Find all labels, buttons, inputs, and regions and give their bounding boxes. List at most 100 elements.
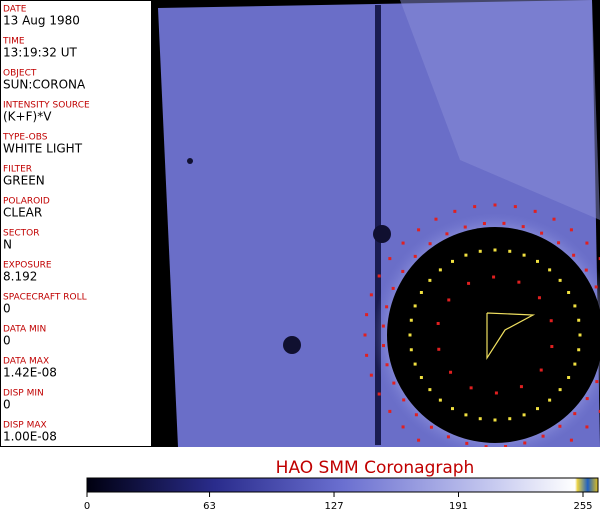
dot (595, 380, 599, 384)
dot (438, 268, 442, 272)
dot (522, 253, 526, 257)
dot (558, 388, 562, 392)
dot (536, 259, 539, 263)
dot (558, 278, 562, 282)
dot (377, 392, 381, 396)
dot (493, 203, 497, 207)
dot (521, 225, 525, 229)
dot (585, 425, 589, 429)
field-value: WHITE LIGHT (3, 142, 83, 156)
field-value: GREEN (3, 174, 45, 188)
field-value: 13:19:32 UT (3, 46, 77, 60)
dot (381, 324, 385, 328)
field-label: DATA MAX (3, 357, 49, 367)
dot (363, 333, 367, 337)
dot (414, 413, 418, 417)
dot (549, 319, 553, 323)
dot (577, 348, 581, 352)
dot (594, 285, 598, 289)
dot (473, 205, 477, 209)
dot (413, 362, 417, 366)
dot (382, 344, 386, 348)
dot (519, 385, 523, 389)
dot (409, 348, 413, 352)
grid-dots (363, 203, 600, 460)
dot (434, 449, 437, 452)
dot (533, 209, 537, 213)
dot (534, 457, 537, 460)
dot (463, 225, 467, 229)
dot (598, 257, 600, 261)
dot (523, 441, 527, 445)
dot (369, 373, 373, 377)
dot (522, 413, 526, 417)
field-label: DATE (3, 5, 27, 15)
field-value: SUN:CORONA (3, 78, 86, 92)
field-value: 1.00E-08 (3, 430, 57, 444)
dot (492, 275, 496, 279)
field-label: TYPE-OBS (2, 133, 48, 143)
dot (578, 333, 582, 337)
field-value: 0 (3, 398, 11, 412)
dot (438, 398, 442, 402)
dot (553, 449, 556, 452)
dot (437, 347, 441, 351)
image (152, 0, 600, 460)
dot (482, 222, 486, 226)
field-label: DATA MIN (3, 325, 46, 335)
field-label: DISP MAX (3, 421, 47, 431)
dot (493, 418, 497, 422)
dot (369, 293, 373, 297)
field-value: (K+F)*V (3, 110, 52, 124)
dot (419, 291, 423, 294)
field-label: POLAROID (3, 197, 50, 207)
dot (388, 257, 392, 261)
spot (187, 158, 193, 164)
dot (365, 313, 369, 317)
dot (428, 278, 432, 282)
tick-label: 255 (573, 501, 592, 512)
field-value: 8.192 (3, 270, 37, 284)
dot (401, 269, 405, 273)
streamer (400, 0, 600, 220)
dot (446, 435, 450, 439)
dot (484, 445, 488, 447)
info-panel (0, 0, 152, 447)
field-value: N (3, 238, 12, 252)
field-label: EXPOSURE (3, 261, 52, 271)
pointer (486, 312, 536, 361)
dot (508, 249, 512, 253)
dot (417, 228, 421, 232)
dot (550, 345, 554, 349)
dot (419, 376, 423, 379)
occulter (387, 227, 600, 443)
dot (464, 413, 468, 417)
field-label: TIME (2, 37, 25, 47)
dot (548, 398, 552, 402)
field-value: 13 Aug 1980 (3, 14, 80, 28)
dot (572, 253, 576, 257)
dot (584, 268, 588, 272)
dot (569, 438, 573, 442)
dot (548, 268, 552, 272)
field-value: 1.42E-08 (3, 366, 57, 380)
dot (567, 291, 571, 294)
dot (494, 391, 498, 395)
field-label: INTENSITY SOURCE (3, 101, 90, 111)
dot (557, 241, 561, 245)
dot (451, 259, 454, 263)
dot (585, 397, 589, 401)
dot (569, 228, 573, 232)
dot (467, 281, 471, 285)
dot (401, 425, 405, 429)
dot (445, 232, 449, 236)
tick-label: 0 (84, 501, 90, 512)
dot (540, 231, 544, 235)
dot (464, 253, 468, 257)
dot (478, 417, 482, 421)
dot (558, 424, 562, 428)
streak (375, 5, 381, 445)
dot (598, 409, 600, 413)
dot (417, 438, 421, 442)
